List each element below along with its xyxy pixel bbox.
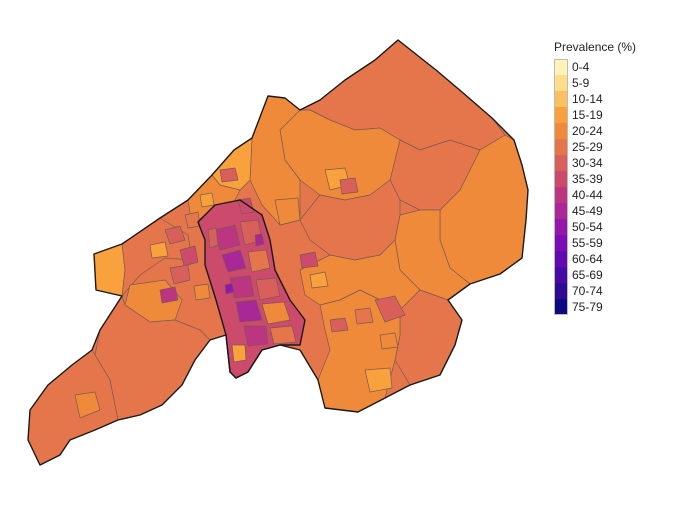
legend-item: 5-9 (554, 75, 684, 91)
legend-swatch (554, 171, 568, 187)
legend-label: 20-24 (572, 124, 603, 138)
region-north-small-2 (274, 197, 301, 226)
legend-label: 50-54 (572, 220, 603, 234)
legend-label: 30-34 (572, 156, 603, 170)
legend-swatch (554, 203, 568, 219)
legend-label: 45-49 (572, 204, 603, 218)
legend-swatch (554, 75, 568, 91)
legend-item: 40-44 (554, 187, 684, 203)
west-suburban-cells (149, 167, 239, 304)
legend-swatch (554, 59, 568, 75)
region-south-2 (364, 367, 393, 393)
legend-item: 20-24 (554, 123, 684, 139)
legend-item: 10-14 (554, 91, 684, 107)
legend-swatch (554, 235, 568, 251)
legend-label: 5-9 (572, 76, 590, 90)
legend-label: 70-74 (572, 284, 603, 298)
legend-item: 55-59 (554, 235, 684, 251)
legend-item: 60-64 (554, 251, 684, 267)
legend-swatch (554, 251, 568, 267)
legend-swatch (554, 139, 568, 155)
legend-label: 75-79 (572, 300, 603, 314)
legend-item: 0-4 (554, 59, 684, 75)
map-legend: Prevalence (%) 0-4 5-9 10-14 15-19 20-24 25-2… (554, 40, 684, 315)
legend-swatch (554, 283, 568, 299)
legend-item: 70-74 (554, 283, 684, 299)
legend-label: 60-64 (572, 252, 603, 266)
legend-item: 75-79 (554, 299, 684, 315)
legend-label: 40-44 (572, 188, 603, 202)
county-outline (27, 39, 529, 466)
legend-label: 65-69 (572, 268, 603, 282)
legend-item: 50-54 (554, 219, 684, 235)
legend-items: 0-4 5-9 10-14 15-19 20-24 25-29 30-34 35-39 40-4… (554, 59, 684, 315)
legend-title: Prevalence (%) (554, 40, 637, 54)
legend-swatch (554, 187, 568, 203)
legend-item: 15-19 (554, 107, 684, 123)
legend-label: 25-29 (572, 140, 603, 154)
east-suburban-cells (299, 177, 399, 350)
region-southwest-3 (74, 391, 101, 419)
legend-swatch (554, 91, 568, 107)
legend-swatch (554, 267, 568, 283)
legend-item: 65-69 (554, 267, 684, 283)
urban-core (197, 197, 306, 379)
legend-label: 10-14 (572, 92, 603, 106)
legend-item: 25-29 (554, 139, 684, 155)
legend-label: 35-39 (572, 172, 603, 186)
legend-label: 0-4 (572, 60, 590, 74)
legend-swatch (554, 155, 568, 171)
legend-label: 55-59 (572, 236, 603, 250)
legend-swatch (554, 107, 568, 123)
legend-swatch (554, 299, 568, 315)
map-regions (27, 39, 529, 466)
legend-swatch (554, 123, 568, 139)
legend-swatch (554, 219, 568, 235)
legend-label: 15-19 (572, 108, 603, 122)
region-east-small (374, 295, 406, 323)
legend-item: 45-49 (554, 203, 684, 219)
legend-item: 30-34 (554, 155, 684, 171)
legend-item: 35-39 (554, 171, 684, 187)
